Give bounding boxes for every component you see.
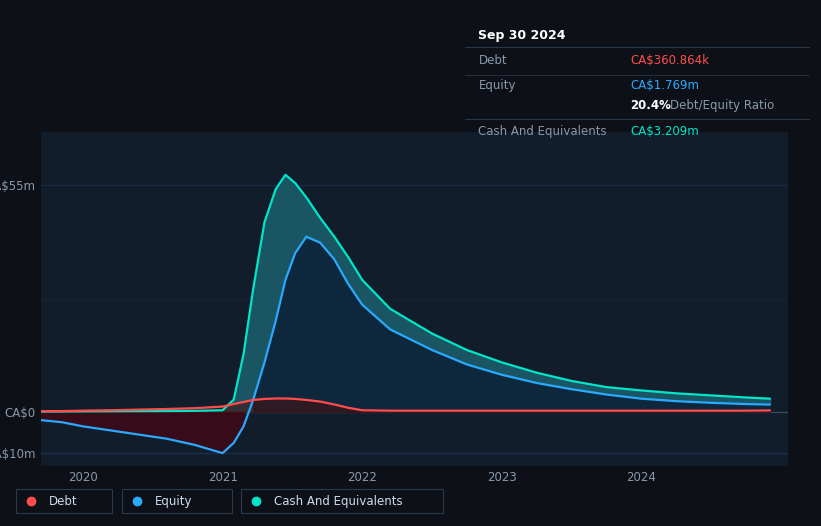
Text: Debt/Equity Ratio: Debt/Equity Ratio xyxy=(670,99,774,112)
Text: CA$360.864k: CA$360.864k xyxy=(631,54,709,67)
Text: CA$3.209m: CA$3.209m xyxy=(631,125,699,138)
Text: Debt: Debt xyxy=(49,494,78,508)
Text: Equity: Equity xyxy=(155,494,193,508)
FancyBboxPatch shape xyxy=(122,489,232,513)
Text: Cash And Equivalents: Cash And Equivalents xyxy=(479,125,607,138)
Text: Equity: Equity xyxy=(479,79,516,93)
Text: 20.4%: 20.4% xyxy=(631,99,671,112)
Text: CA$1.769m: CA$1.769m xyxy=(631,79,699,93)
Text: Debt: Debt xyxy=(479,54,507,67)
FancyBboxPatch shape xyxy=(241,489,443,513)
FancyBboxPatch shape xyxy=(16,489,112,513)
Text: Sep 30 2024: Sep 30 2024 xyxy=(479,28,566,42)
Text: Cash And Equivalents: Cash And Equivalents xyxy=(274,494,403,508)
